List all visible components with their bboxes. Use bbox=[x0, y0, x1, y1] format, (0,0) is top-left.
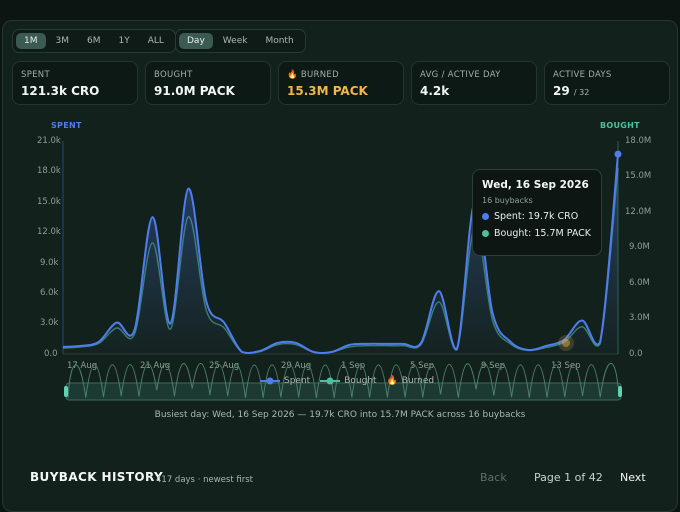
y-left-tick: 12.0k bbox=[37, 227, 61, 237]
stat-avg-label: AVG / ACTIVE DAY bbox=[420, 70, 501, 80]
x-tick: 9 Sep bbox=[481, 361, 506, 371]
stat-avg-card: AVG / ACTIVE DAY 4.2k bbox=[411, 61, 537, 105]
bought-dot-icon bbox=[482, 230, 489, 237]
y-right-tick: 18.0M bbox=[625, 136, 652, 146]
stat-spent-card: SPENT 121.3k CRO bbox=[12, 61, 138, 105]
stat-burned-card: 🔥 BURNED 15.3M PACK bbox=[278, 61, 404, 105]
busiest-day-summary: Busiest day: Wed, 16 Sep 2026 — 19.7k CR… bbox=[154, 410, 526, 420]
y-right-tick: 9.0M bbox=[629, 242, 650, 252]
range-6m-button[interactable]: 6M bbox=[87, 36, 101, 46]
chart-legend: Spent Bought 🔥 Burned bbox=[260, 376, 434, 386]
stat-active-days-total: / 32 bbox=[573, 88, 590, 97]
y-left-tick: 0.0 bbox=[44, 349, 58, 359]
left-axis-title: SPENT bbox=[51, 121, 82, 130]
stat-spent-value: 121.3k CRO bbox=[21, 84, 100, 98]
y-left-tick: 9.0k bbox=[40, 258, 59, 268]
stat-bought-label: BOUGHT bbox=[154, 70, 193, 80]
y-right-tick: 0.0 bbox=[629, 349, 643, 359]
y-left-tick: 15.0k bbox=[37, 197, 61, 207]
bought-line-icon bbox=[320, 377, 341, 385]
spent-line-icon bbox=[260, 377, 280, 385]
buyback-history-subtitle: 417 days · newest first bbox=[156, 475, 253, 485]
y-right-tick: 3.0M bbox=[629, 313, 650, 323]
y-left-tick: 21.0k bbox=[37, 136, 61, 146]
range-1m-button[interactable]: 1M bbox=[16, 33, 46, 49]
right-axis-title: BOUGHT bbox=[600, 121, 640, 130]
stat-active-days-card: ACTIVE DAYS 29 / 32 bbox=[544, 61, 670, 105]
flame-icon: 🔥 bbox=[386, 376, 398, 386]
x-tick: 5 Sep bbox=[410, 361, 435, 371]
y-right-tick: 6.0M bbox=[629, 278, 650, 288]
legend-spent[interactable]: Spent bbox=[260, 376, 310, 386]
spent-dot-icon bbox=[482, 213, 489, 220]
stat-spent-label: SPENT bbox=[21, 70, 50, 80]
granularity-week-button[interactable]: Week bbox=[222, 36, 248, 46]
x-tick: 17 Aug bbox=[67, 361, 98, 371]
back-button[interactable]: Back bbox=[480, 471, 507, 484]
x-tick: 29 Aug bbox=[281, 361, 312, 371]
granularity-day-button[interactable]: Day bbox=[179, 33, 213, 49]
granularity-month-button[interactable]: Month bbox=[265, 36, 294, 46]
x-tick: 21 Aug bbox=[140, 361, 171, 371]
range-3m-button[interactable]: 3M bbox=[55, 36, 70, 46]
fire-icon: 🔥 bbox=[287, 70, 298, 80]
chart-tooltip: Wed, 16 Sep 2026 16 buybacks Spent: 19.7… bbox=[472, 169, 602, 256]
legend-burned-label: Burned bbox=[401, 376, 435, 386]
y-left-tick: 18.0k bbox=[37, 166, 61, 176]
stat-active-days-value: 29 bbox=[553, 84, 570, 98]
legend-bought[interactable]: Bought bbox=[320, 376, 377, 386]
y-right-tick: 12.0M bbox=[625, 207, 652, 217]
stat-burned-value: 15.3M PACK bbox=[287, 84, 368, 98]
next-button[interactable]: Next bbox=[620, 471, 646, 484]
legend-burned[interactable]: 🔥 Burned bbox=[387, 376, 435, 386]
range-all-button[interactable]: ALL bbox=[147, 36, 164, 46]
tooltip-date: Wed, 16 Sep 2026 bbox=[482, 179, 589, 191]
stat-bought-value: 91.0M PACK bbox=[154, 84, 235, 98]
stat-bought-card: BOUGHT 91.0M PACK bbox=[145, 61, 271, 105]
stat-burned-label: BURNED bbox=[300, 70, 339, 80]
range-selector: 1M 3M 6M 1Y ALL bbox=[12, 29, 176, 53]
x-tick: 13 Sep bbox=[551, 361, 581, 371]
y-right-tick: 15.0M bbox=[625, 171, 652, 181]
range-1y-button[interactable]: 1Y bbox=[118, 36, 130, 46]
stat-avg-value: 4.2k bbox=[420, 84, 450, 98]
y-left-tick: 3.0k bbox=[40, 318, 59, 328]
legend-bought-label: Bought bbox=[344, 376, 377, 386]
y-left-tick: 6.0k bbox=[40, 288, 59, 298]
x-tick: 25 Aug bbox=[209, 361, 240, 371]
page-indicator: Page 1 of 42 bbox=[534, 471, 603, 484]
stat-active-days-label: ACTIVE DAYS bbox=[553, 70, 612, 80]
buyback-history-title: BUYBACK HISTORY bbox=[30, 470, 164, 484]
granularity-selector: Day Week Month bbox=[175, 29, 306, 53]
tooltip-bought: Bought: 15.7M PACK bbox=[494, 228, 592, 239]
x-tick: 1 Sep bbox=[341, 361, 366, 371]
tooltip-spent: Spent: 19.7k CRO bbox=[494, 211, 579, 222]
legend-spent-label: Spent bbox=[284, 376, 311, 386]
tooltip-buybacks: 16 buybacks bbox=[482, 196, 533, 205]
